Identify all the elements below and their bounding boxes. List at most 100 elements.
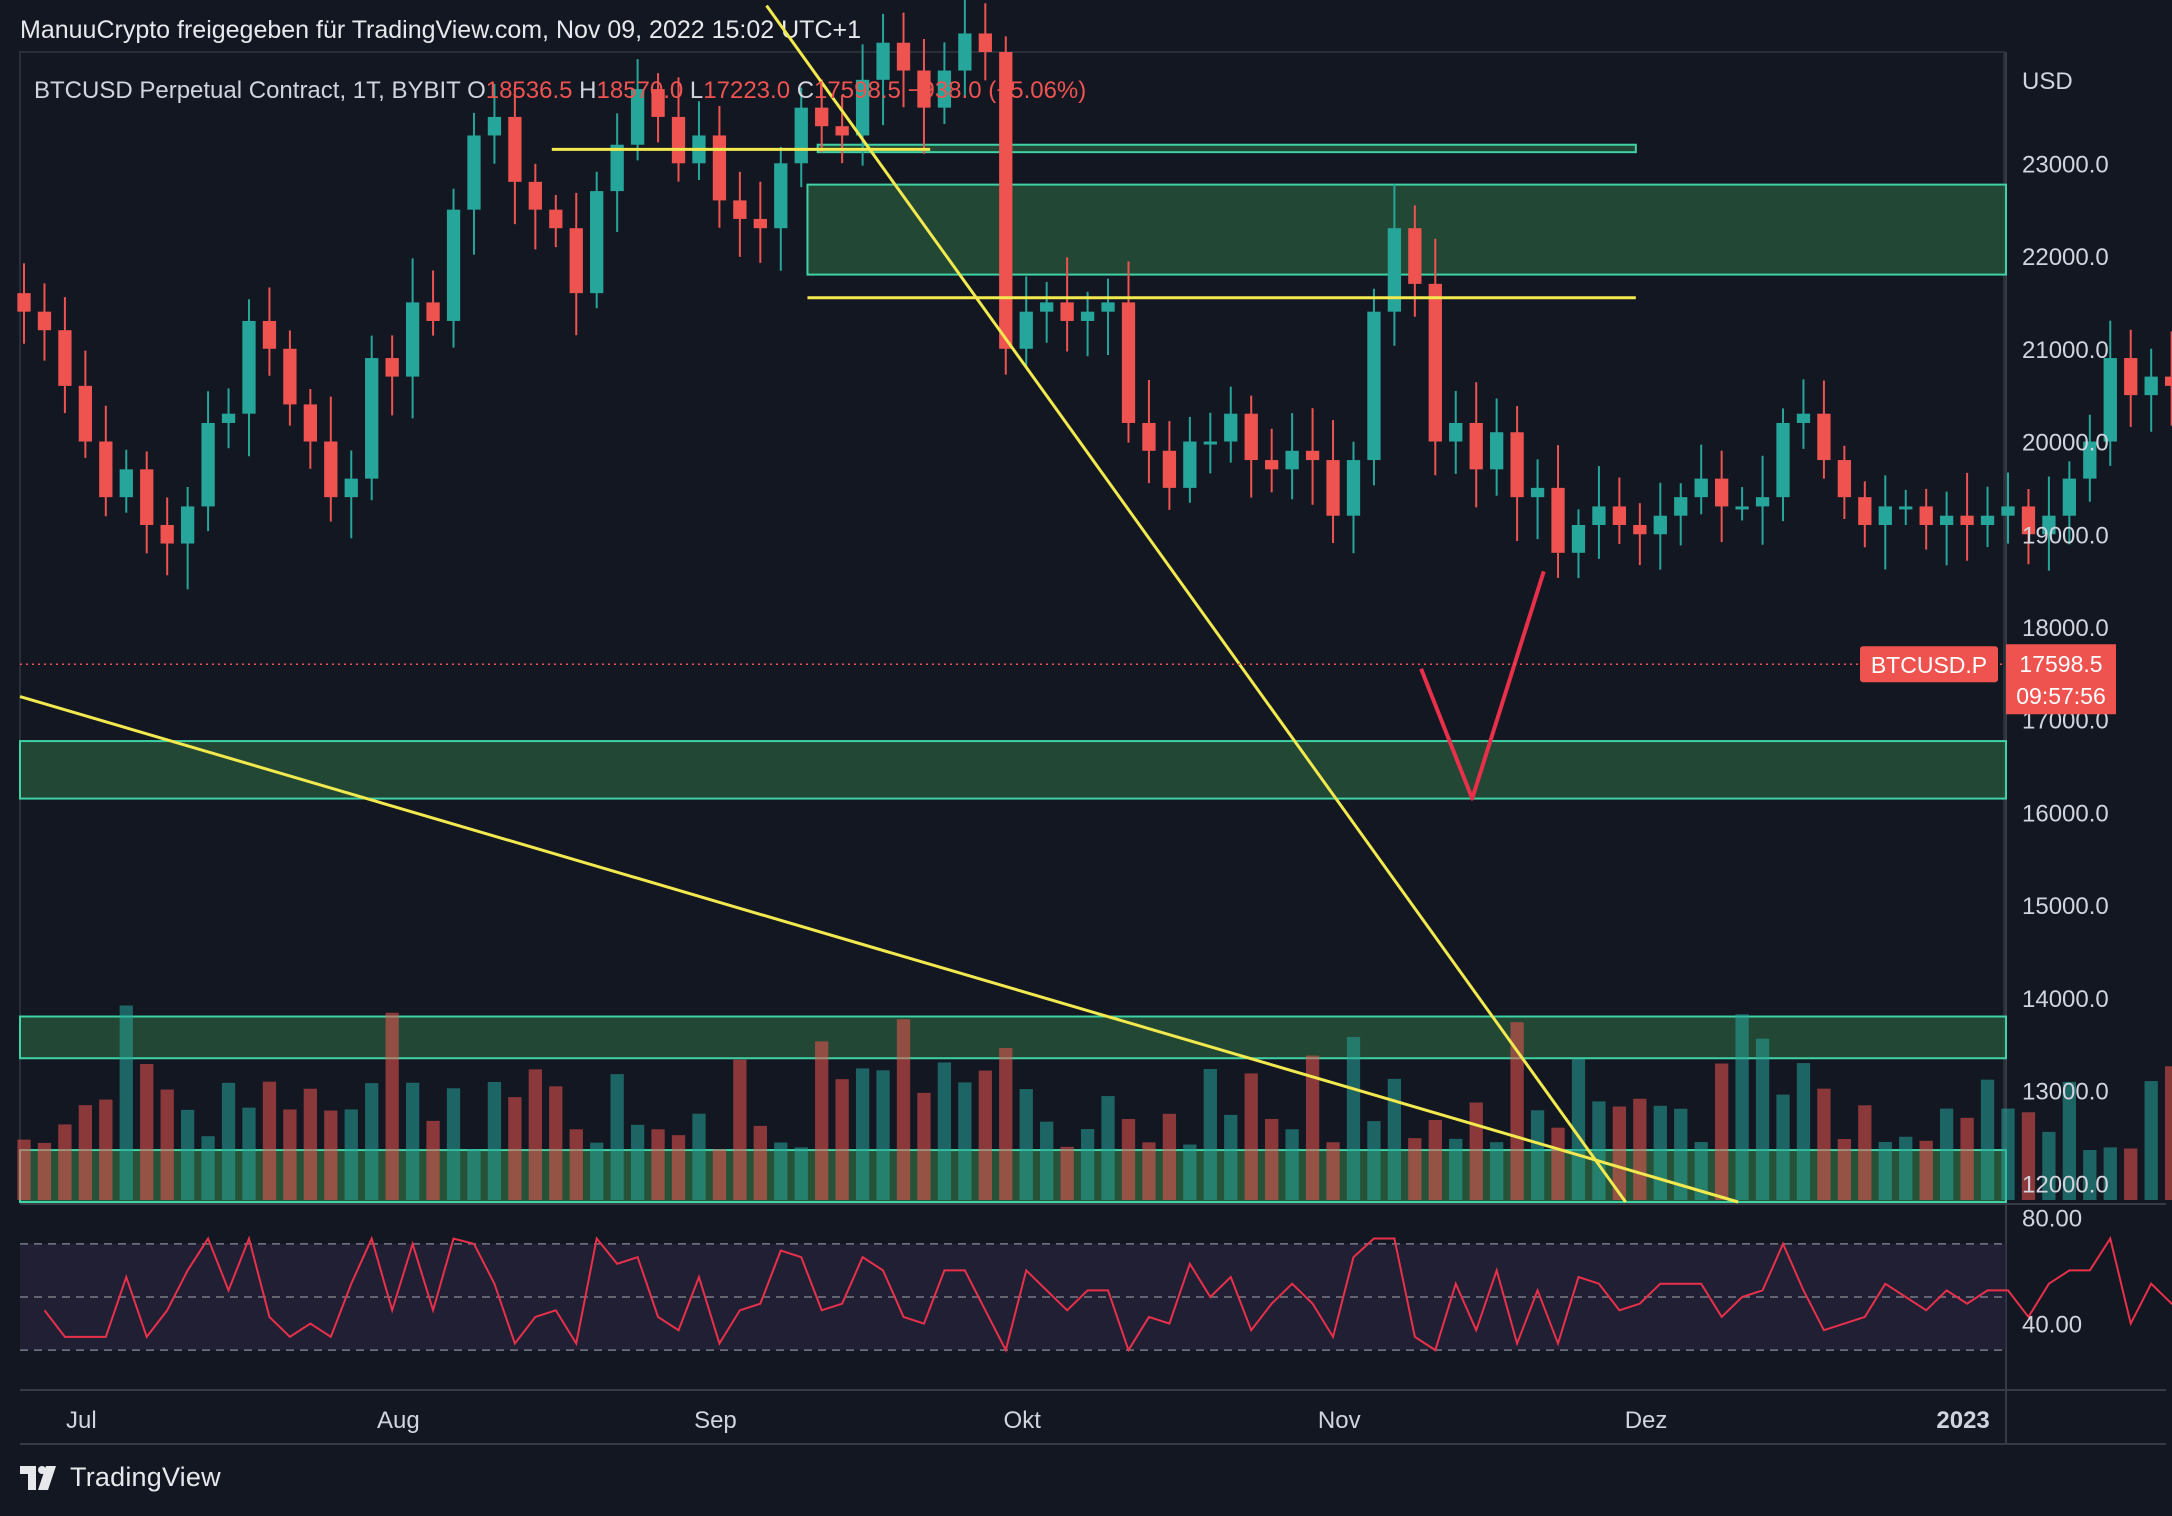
volume-bar	[365, 1083, 379, 1200]
candle-body	[958, 33, 972, 71]
price-axis-tick: 13000.0	[2022, 1079, 2109, 1106]
volume-bar	[1796, 1063, 1811, 1200]
volume-bar	[1305, 1055, 1320, 1200]
tradingview-logo[interactable]: TradingView	[20, 1462, 221, 1493]
volume-bar	[610, 1074, 624, 1200]
volume-bar	[99, 1099, 113, 1200]
candle-body	[671, 116, 686, 164]
candle-body	[385, 358, 399, 377]
volume-bar	[2021, 1112, 2036, 1200]
volume-bar	[160, 1089, 174, 1200]
candle-body	[978, 33, 992, 52]
volume-bar	[1326, 1142, 1340, 1200]
candle-body	[2001, 506, 2015, 516]
volume-bar	[712, 1149, 727, 1200]
candle-body	[78, 385, 93, 442]
candle-body	[1060, 302, 1074, 321]
price-axis-tick: 22000.0	[2022, 244, 2109, 271]
candle-body	[180, 506, 195, 544]
volume-bar	[2124, 1148, 2138, 1200]
volume-bar	[1244, 1073, 1258, 1200]
volume-bar	[1203, 1068, 1217, 1200]
price-axis-tick: 14000.0	[2022, 986, 2109, 1013]
volume-bar	[855, 1068, 870, 1200]
volume-bar	[1530, 1110, 1545, 1200]
volume-bar	[1612, 1106, 1627, 1200]
candle-body	[1674, 497, 1688, 516]
volume-bar	[201, 1136, 215, 1200]
volume-bar	[692, 1113, 706, 1200]
candle-body	[2062, 478, 2077, 516]
volume-bar	[1387, 1078, 1402, 1200]
candle-body	[1326, 460, 1340, 516]
volume-bar	[1408, 1138, 1422, 1200]
candle-body	[58, 330, 72, 386]
rsi-line	[43, 1235, 2172, 1353]
candle-body	[1142, 422, 1156, 451]
candle-body	[365, 358, 379, 479]
candle-body	[1162, 450, 1177, 488]
candle-body	[201, 422, 215, 507]
volume-bar	[242, 1107, 256, 1200]
volume-bar	[508, 1097, 522, 1200]
volume-bar	[262, 1081, 277, 1200]
candle-body	[160, 524, 174, 544]
volume-bar	[140, 1063, 154, 1200]
volume-bar	[528, 1069, 542, 1200]
candle-body	[344, 478, 358, 498]
volume-bar	[405, 1082, 420, 1200]
volume-bar	[487, 1081, 502, 1200]
volume-bar	[1592, 1101, 1606, 1200]
volume-bar	[1980, 1079, 1995, 1200]
volume-bar	[671, 1135, 686, 1200]
volume-bar	[590, 1142, 604, 1200]
volume-bar	[1919, 1140, 1933, 1200]
time-axis-tick: Nov	[1318, 1407, 1361, 1434]
support-resistance-zone	[19, 1015, 2007, 1060]
volume-bar	[78, 1105, 93, 1200]
candle-body	[1817, 413, 1831, 461]
candle-body	[1183, 441, 1197, 488]
candle-body	[733, 200, 747, 219]
candle-body	[815, 107, 829, 127]
volume-bar	[978, 1070, 992, 1200]
candle-body	[508, 116, 522, 182]
volume-bar	[180, 1109, 195, 1200]
volume-bar	[1060, 1146, 1074, 1200]
candle-body	[119, 469, 133, 498]
candle-body	[1939, 515, 1954, 525]
volume-bar	[1571, 1058, 1586, 1200]
candle-body	[1653, 515, 1667, 535]
volume-bar	[467, 1149, 481, 1200]
price-badge-countdown: 09:57:56	[2016, 683, 2106, 709]
candle-body	[37, 311, 52, 331]
price-axis-tick: 20000.0	[2022, 430, 2109, 457]
volume-bar	[1817, 1088, 1831, 1200]
candle-body	[1490, 432, 1504, 470]
volume-bar	[1694, 1142, 1708, 1200]
candle-body	[1224, 413, 1238, 442]
volume-bar	[2001, 1108, 2015, 1200]
volume-bar	[1265, 1118, 1279, 1200]
candle-body	[1244, 413, 1258, 461]
volume-bar	[385, 1012, 399, 1200]
candle-body	[2083, 441, 2097, 479]
candle-body	[221, 413, 236, 423]
volume-bar	[1510, 1022, 1524, 1200]
volume-bar	[1776, 1094, 1790, 1200]
price-axis-tick: 21000.0	[2022, 337, 2109, 364]
candle-body	[1387, 228, 1402, 312]
candle-body	[99, 441, 113, 498]
price-badge	[2006, 644, 2116, 715]
price-axis-tick: 16000.0	[2022, 800, 2109, 827]
price-projection	[1419, 570, 1546, 801]
candle-body	[999, 52, 1013, 349]
volume-bar	[999, 1047, 1013, 1200]
volume-bar	[549, 1086, 563, 1200]
volume-bar	[221, 1082, 236, 1200]
candle-body	[1285, 450, 1299, 470]
candle-body	[2124, 358, 2138, 396]
volume-bar	[1449, 1138, 1463, 1200]
volume-bar	[815, 1041, 829, 1200]
